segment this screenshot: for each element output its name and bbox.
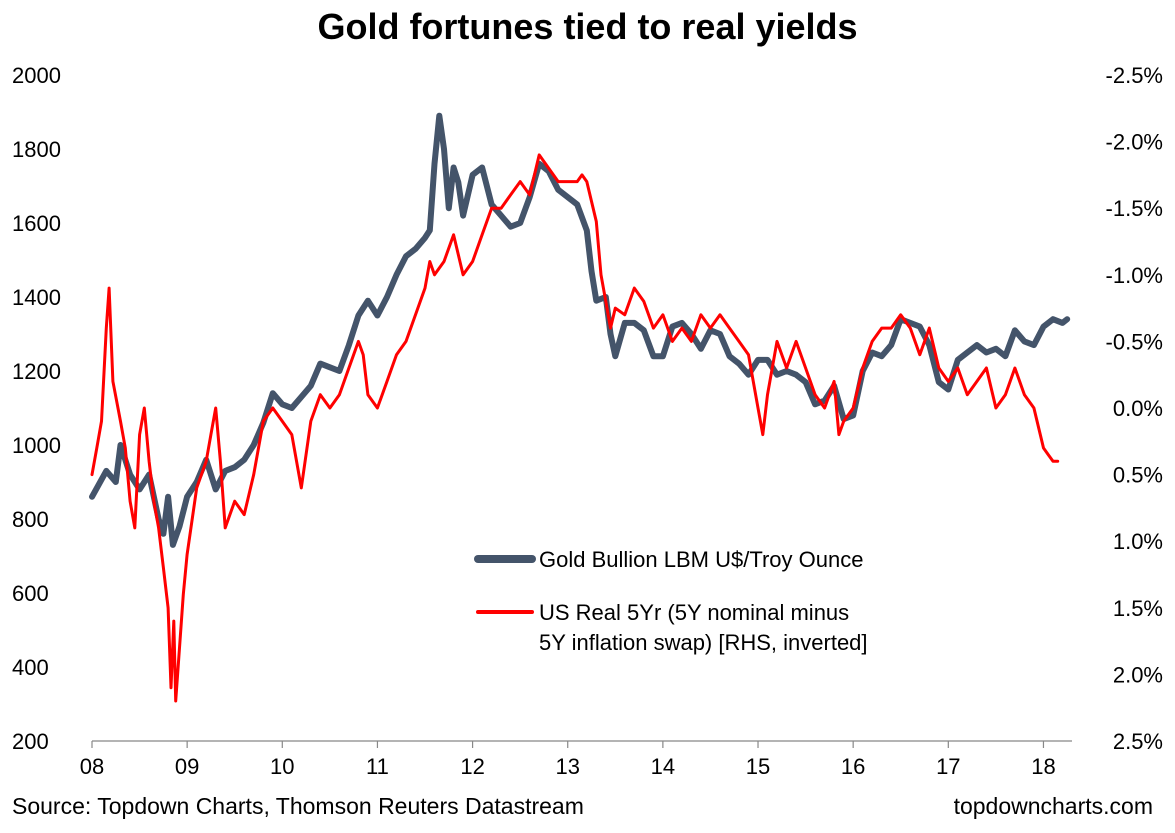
y-left-tick-label: 1600 — [12, 211, 61, 236]
y-right-tick-label: 0.5% — [1113, 463, 1163, 488]
chart-title: Gold fortunes tied to real yields — [317, 6, 858, 47]
x-tick-label: 16 — [841, 754, 865, 779]
real-yield-line — [90, 153, 1060, 703]
x-tick-label: 18 — [1031, 754, 1055, 779]
y-right-tick-label: -2.0% — [1106, 130, 1163, 155]
y-left-tick-label: 1800 — [12, 137, 61, 162]
y-right-tick-label: 1.5% — [1113, 596, 1163, 621]
x-tick-label: 15 — [746, 754, 770, 779]
legend-label-gold: Gold Bullion LBM U$/Troy Ounce — [539, 547, 863, 572]
x-axis: 08 09 10 11 12 13 14 15 16 17 18 — [80, 740, 1072, 779]
x-tick-label: 14 — [651, 754, 675, 779]
gold-price-line — [89, 112, 1071, 548]
y-left-tick-label: 1400 — [12, 285, 61, 310]
y-right-tick-label: 2.0% — [1113, 662, 1163, 687]
x-tick-label: 17 — [936, 754, 960, 779]
y-right-tick-label: 2.5% — [1113, 729, 1163, 754]
series-layer — [89, 112, 1071, 703]
y-right-tick-label: -1.5% — [1106, 196, 1163, 221]
y-left-tick-label: 200 — [12, 729, 49, 754]
y-right-tick-label: 0.0% — [1113, 396, 1163, 421]
y-axis-right: -2.5% -2.0% -1.5% -1.0% -0.5% 0.0% 0.5% 1.0% 1.5… — [1106, 63, 1163, 754]
y-right-tick-label: -1.0% — [1106, 263, 1163, 288]
y-right-tick-label: -0.5% — [1106, 329, 1163, 354]
source-note: Source: Topdown Charts, Thomson Reuters … — [12, 793, 584, 819]
y-left-tick-label: 1200 — [12, 359, 61, 384]
x-tick-label: 12 — [460, 754, 484, 779]
website-note: topdowncharts.com — [953, 793, 1153, 819]
y-axis-left: 2000 1800 1600 1400 1200 1000 800 600 400 200 — [12, 63, 61, 754]
x-tick-label: 13 — [555, 754, 579, 779]
y-left-tick-label: 1000 — [12, 433, 61, 458]
y-left-tick-label: 400 — [12, 655, 49, 680]
x-tick-label: 11 — [366, 754, 389, 779]
legend-label-real-yield: US Real 5Yr (5Y nominal minus 5Y inflatio… — [539, 600, 868, 655]
y-left-tick-label: 600 — [12, 581, 49, 606]
y-left-tick-label: 800 — [12, 507, 49, 532]
y-right-tick-label: -2.5% — [1106, 63, 1163, 88]
x-tick-label: 10 — [270, 754, 294, 779]
x-tick-label: 09 — [175, 754, 199, 779]
legend: Gold Bullion LBM U$/Troy Ounce US Real 5Y… — [474, 547, 868, 655]
y-right-tick-label: 1.0% — [1113, 529, 1163, 554]
y-left-tick-label: 2000 — [12, 63, 61, 88]
x-tick-label: 08 — [80, 754, 104, 779]
